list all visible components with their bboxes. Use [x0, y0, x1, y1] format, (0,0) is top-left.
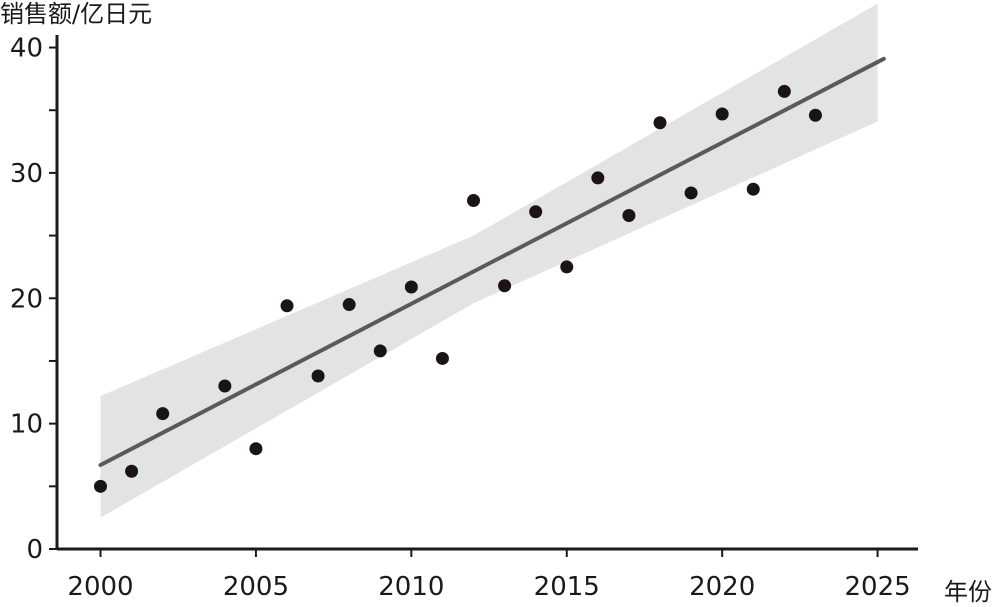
data-point: [280, 299, 294, 313]
data-point: [342, 298, 356, 312]
data-point: [653, 116, 667, 130]
data-point: [684, 186, 698, 200]
x-tick-label: 2005: [223, 572, 289, 602]
data-point: [404, 280, 418, 294]
data-point: [591, 171, 605, 185]
y-tick-label: 40: [10, 34, 43, 64]
y-tick-label: 0: [26, 535, 43, 565]
data-point: [373, 344, 387, 358]
data-point: [125, 464, 139, 478]
points-layer: [94, 84, 822, 493]
data-point: [94, 479, 108, 493]
y-tick-label: 20: [10, 284, 43, 314]
fit-line-layer: [98, 56, 886, 468]
data-point: [529, 205, 543, 219]
confidence-band-layer: [100, 3, 878, 518]
y-axis-title: 销售额/亿日元: [0, 0, 152, 28]
x-axis-title: 年份: [944, 578, 992, 606]
x-tick-label: 2020: [689, 572, 755, 602]
data-point: [156, 407, 170, 421]
data-point: [777, 84, 791, 98]
trend-line: [98, 56, 886, 468]
x-tick-label: 2000: [67, 572, 133, 602]
data-point: [560, 260, 574, 274]
data-point: [498, 279, 512, 293]
confidence-band: [100, 3, 878, 518]
axes-layer: 0 10 20 30 40 2000 2005 2010 2015 2020 2025: [10, 34, 918, 602]
x-tick-label: 2010: [378, 572, 444, 602]
data-point: [218, 379, 232, 393]
data-point: [622, 209, 636, 223]
data-point: [808, 108, 822, 122]
data-point: [311, 369, 325, 383]
y-tick-label: 10: [10, 410, 43, 440]
data-point: [746, 182, 760, 196]
y-tick-label: 30: [10, 159, 43, 189]
data-point: [467, 193, 481, 207]
data-point: [715, 107, 729, 121]
x-tick-label: 2025: [845, 572, 911, 602]
data-point: [435, 351, 449, 365]
x-tick-label: 2015: [534, 572, 600, 602]
data-point: [249, 442, 263, 456]
